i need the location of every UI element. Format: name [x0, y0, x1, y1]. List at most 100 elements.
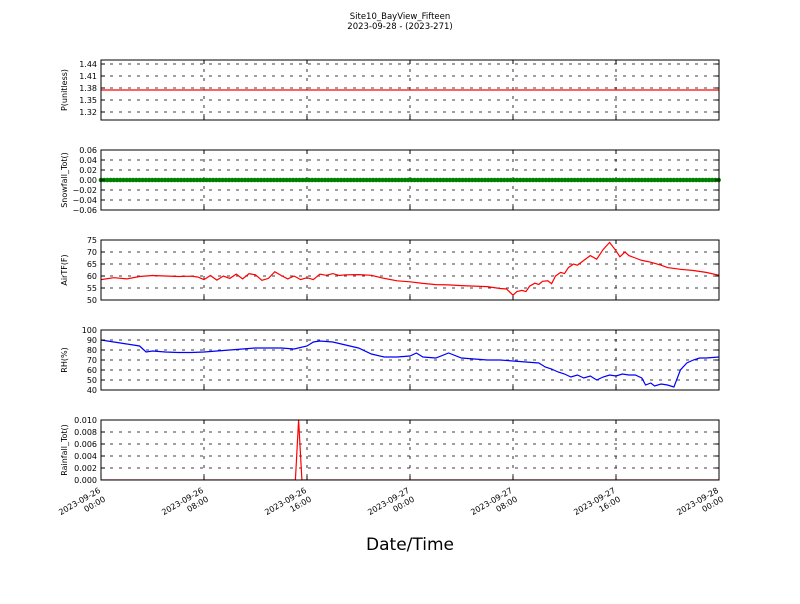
y-tick-label: 0.00	[79, 176, 97, 185]
series-marker	[693, 177, 699, 183]
series-marker	[469, 177, 475, 183]
series-marker	[242, 177, 248, 183]
x-tick-label: 2023-09-2608:00	[160, 486, 210, 526]
x-axis-label: Date/Time	[366, 535, 454, 555]
series-marker	[556, 177, 561, 183]
y-tick-label: 0.06	[79, 146, 97, 155]
series-marker	[546, 177, 552, 183]
series-marker	[681, 177, 686, 183]
series-marker	[108, 177, 113, 183]
series-marker	[450, 177, 456, 183]
y-tick-label: 55	[87, 284, 97, 293]
series-marker	[530, 177, 536, 183]
series-marker	[626, 177, 632, 183]
series-marker	[223, 177, 229, 183]
y-tick-label: 65	[87, 260, 97, 269]
series-marker	[604, 177, 609, 183]
panel-2: −0.06−0.04−0.020.000.020.040.06 Snowfall_…	[60, 146, 721, 215]
series-marker	[677, 177, 683, 183]
y-tick-label: 1.32	[79, 108, 97, 117]
series-marker	[357, 177, 363, 183]
series-marker	[479, 177, 485, 183]
series-marker	[313, 177, 318, 183]
series-marker	[172, 177, 177, 183]
series-marker	[508, 177, 513, 183]
series-marker	[409, 177, 414, 183]
series-marker	[527, 177, 533, 183]
series-marker	[367, 177, 373, 183]
y-tick-label: 50	[87, 296, 97, 305]
series-marker	[437, 177, 443, 183]
series-marker	[274, 177, 280, 183]
y-tick-label: 100	[82, 326, 97, 335]
series-marker	[325, 177, 331, 183]
series-marker	[645, 177, 651, 183]
series-marker	[124, 177, 129, 183]
y-tick-label: 70	[87, 356, 97, 365]
series-marker	[665, 177, 670, 183]
series-marker	[543, 177, 549, 183]
series-marker	[396, 177, 401, 183]
series-marker	[149, 177, 155, 183]
series-marker	[226, 177, 232, 183]
series-marker	[537, 177, 542, 183]
series-marker	[505, 177, 510, 183]
series-marker	[137, 177, 142, 183]
series-marker	[658, 177, 664, 183]
series-marker	[636, 177, 641, 183]
y-tick-label: 0.04	[79, 156, 97, 165]
series-marker	[245, 177, 251, 183]
series-marker	[373, 177, 379, 183]
series-marker	[655, 177, 661, 183]
x-tick-label: 2023-09-2708:00	[469, 486, 519, 526]
series-marker	[146, 177, 152, 183]
series-marker	[277, 177, 283, 183]
chart-subtitle: 2023-09-28 - (2023-271)	[347, 22, 452, 32]
series-marker	[181, 177, 187, 183]
y-tick-label: 0.008	[74, 428, 97, 437]
series-marker	[335, 177, 341, 183]
series-marker	[700, 177, 705, 183]
series-marker	[121, 177, 126, 183]
series-marker	[261, 177, 267, 183]
series-marker	[594, 177, 600, 183]
series-marker	[607, 177, 613, 183]
series-marker	[562, 177, 568, 183]
x-tick-label: 2023-09-2800:00	[675, 486, 725, 526]
series-marker	[322, 177, 328, 183]
series-marker	[239, 177, 245, 183]
series-marker	[540, 177, 545, 183]
series-marker	[434, 177, 440, 183]
series-marker	[191, 177, 197, 183]
series-marker	[591, 177, 597, 183]
series-marker	[617, 177, 622, 183]
series-marker	[517, 177, 523, 183]
y-tick-label: 0.000	[74, 476, 97, 485]
y-tick-label: 1.38	[79, 84, 97, 93]
series-marker	[585, 177, 590, 183]
y-tick-label: 90	[87, 336, 97, 345]
y-tick-label: 70	[87, 248, 97, 257]
y-tick-label: 1.41	[79, 72, 97, 81]
series-marker	[316, 177, 321, 183]
y-tick-label: −0.02	[72, 186, 97, 195]
series-marker	[495, 177, 501, 183]
series-marker	[271, 177, 277, 183]
series-marker	[111, 177, 117, 183]
series-marker	[348, 177, 353, 183]
series-marker	[332, 177, 337, 183]
x-tick-label: 2023-09-2600:00	[57, 486, 107, 526]
series-marker	[578, 177, 584, 183]
series-marker	[489, 177, 494, 183]
series-marker	[588, 177, 593, 183]
y-tick-label: 75	[87, 236, 97, 245]
y-tick-label: 1.44	[79, 60, 97, 69]
series-marker	[597, 177, 603, 183]
series-marker	[210, 177, 216, 183]
series-marker	[252, 177, 257, 183]
series-marker	[309, 177, 315, 183]
series-marker	[633, 177, 638, 183]
series-marker	[601, 177, 606, 183]
series-marker	[421, 177, 427, 183]
